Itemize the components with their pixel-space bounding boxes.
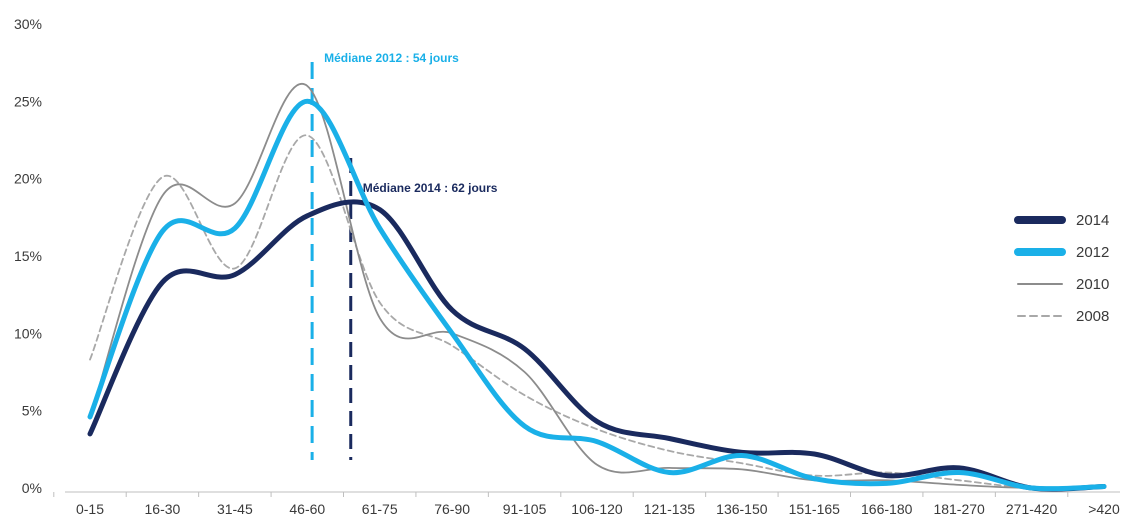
series-layer: [87, 82, 1107, 492]
median-label: Médiane 2012 : 54 jours: [324, 51, 459, 65]
median-annotations: Médiane 2012 : 54 jours Médiane 2014 : 62…: [310, 51, 498, 460]
x-tick-label: 91-105: [503, 501, 547, 517]
legend-label: 2012: [1076, 244, 1109, 261]
y-tick-label: 5%: [22, 403, 42, 419]
x-tick-label: 271-420: [1006, 501, 1058, 517]
x-tick-label: 76-90: [434, 501, 470, 517]
x-tick-label: 0-15: [76, 501, 104, 517]
series-line-2014: [87, 199, 1107, 492]
x-tick-label: 46-60: [289, 501, 325, 517]
x-tick-label: 121-135: [644, 501, 696, 517]
x-tick-label: 61-75: [362, 501, 398, 517]
series-line-2010: [89, 82, 1105, 489]
x-tick-label: 136-150: [716, 501, 768, 517]
y-tick-label: 20%: [14, 171, 42, 187]
series-line-2008: [89, 134, 1105, 490]
series-line-2012: [87, 98, 1107, 492]
legend-label: 2008: [1076, 308, 1109, 325]
y-tick-label: 0%: [22, 480, 42, 496]
x-tick-label: 16-30: [145, 501, 181, 517]
y-tick-label: 25%: [14, 93, 42, 109]
x-tick-label: 181-270: [933, 501, 985, 517]
x-tick-label: >420: [1088, 501, 1120, 517]
y-tick-label: 30%: [14, 16, 42, 32]
median-label: Médiane 2014 : 62 jours: [363, 181, 498, 195]
y-tick-label: 15%: [14, 248, 42, 264]
x-tick-label: 106-120: [571, 501, 623, 517]
legend: 2014 2012 2010 2008: [1014, 212, 1109, 325]
x-tick-label: 166-180: [861, 501, 913, 517]
x-tick-label: 151-165: [789, 501, 841, 517]
x-tick-label: 31-45: [217, 501, 253, 517]
y-tick-label: 10%: [14, 325, 42, 341]
legend-label: 2014: [1076, 212, 1109, 229]
axis-layer: 0-15 16-30 31-45 46-60 61-75 76-90 91-105 106-1…: [14, 16, 1120, 517]
legend-label: 2010: [1076, 276, 1109, 293]
